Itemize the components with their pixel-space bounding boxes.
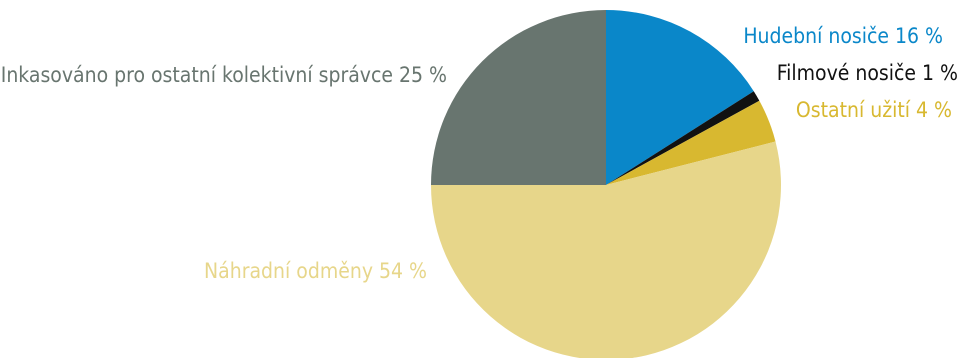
pie-slice-inkasovano xyxy=(431,10,606,185)
pie-slice-filmove-nosice xyxy=(606,91,760,185)
label-nahradni-odmeny: Náhradní odměny 54 % xyxy=(204,259,427,283)
label-filmove-nosice: Filmové nosiče 1 % xyxy=(777,61,958,85)
label-ostatni-uziti: Ostatní užití 4 % xyxy=(796,98,952,122)
pie-slice-hudebni-nosice xyxy=(606,9,754,185)
label-inkasovano: Inkasováno pro ostatní kolektivní správc… xyxy=(1,63,447,87)
pie-slice-nahradni-odmeny xyxy=(431,141,781,358)
pie-slice-ostatni-uziti xyxy=(606,100,776,185)
pie-slices xyxy=(431,9,781,358)
pie-labels: Hudební nosiče 16 % Filmové nosiče 1 % O… xyxy=(1,24,958,283)
label-hudebni-nosice: Hudební nosiče 16 % xyxy=(743,24,943,48)
